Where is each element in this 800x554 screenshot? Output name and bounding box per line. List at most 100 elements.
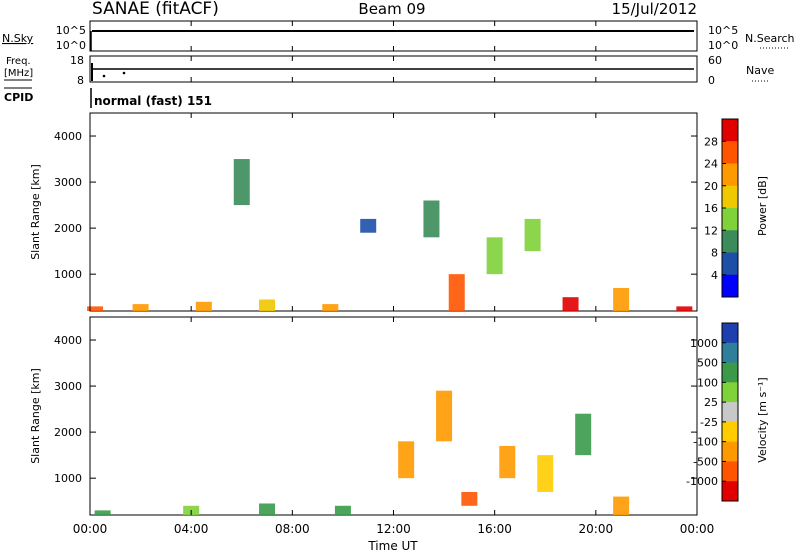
- colorbar-tick-label: 16: [704, 202, 718, 215]
- heatmap-cell: [562, 297, 579, 311]
- heatmap-cell: [195, 301, 212, 311]
- heatmap-cell: [461, 491, 478, 506]
- colorbar-tick-label: 12: [704, 224, 718, 237]
- y-tick-label: 2000: [54, 426, 82, 439]
- nave-tick-top: 60: [708, 54, 722, 67]
- colorbar-segment: [722, 323, 738, 344]
- y-tick-label: 2000: [54, 222, 82, 235]
- x-tick-label: 16:00: [477, 522, 512, 536]
- heatmap-cell: [423, 200, 440, 238]
- beam-title: Beam 09: [358, 0, 425, 18]
- nsearch-tick-top: 10^5: [708, 24, 738, 37]
- heatmap-cell: [676, 306, 693, 311]
- freq-outlier-1: [102, 74, 106, 78]
- heatmap-cell: [613, 496, 630, 515]
- colorbar-tick-label: 500: [697, 357, 718, 370]
- colorbar-tick-label: -25: [700, 416, 718, 429]
- heatmap-cell: [259, 299, 276, 311]
- heatmap-cell: [87, 306, 104, 311]
- colorbar-segment: [722, 342, 738, 364]
- time-x-axis: 00:00 04:00 08:00 12:00 16:00 20:00 00:00: [73, 21, 714, 536]
- x-tick-label: 00:00: [73, 522, 108, 536]
- nsky-tick-top: 10^5: [56, 24, 86, 37]
- freq-tick-bottom: 8: [77, 74, 84, 87]
- colorbar-segment: [722, 230, 738, 253]
- velocity-colorbar: 1000 500 100 25 -25 -100 -500 -1000: [686, 322, 739, 502]
- colorbar-tick-label: 8: [711, 247, 718, 260]
- heatmap-cell: [575, 413, 592, 456]
- colorbar-frame: [721, 322, 739, 502]
- colorbar-tick-label: -100: [693, 436, 718, 449]
- colorbar-segment: [722, 362, 738, 383]
- x-tick-label: 04:00: [174, 522, 209, 536]
- nave-label: Nave: [746, 64, 774, 77]
- colorbar-tick-label: -500: [693, 455, 718, 468]
- velocity-panel-frame: [89, 316, 698, 516]
- cpid-value: normal (fast) 151: [94, 94, 212, 108]
- colorbar-segment: [722, 208, 738, 231]
- heatmap-cell: [499, 445, 516, 479]
- freq-start-marker: [91, 63, 93, 81]
- colorbar-segment: [722, 481, 738, 502]
- power-colorbar-label: Power [dB]: [756, 176, 769, 236]
- y-tick-label: 3000: [54, 176, 82, 189]
- colorbar-segment: [722, 141, 738, 164]
- heatmap-cell: [613, 287, 630, 311]
- freq-label-line2: [MHz]: [4, 68, 33, 79]
- station-title: SANAE (fitACF): [92, 0, 219, 19]
- nsearch-label: N.Search: [745, 32, 795, 45]
- heatmap-cell: [436, 390, 453, 442]
- nsky-tick-bottom: 10^0: [56, 39, 86, 52]
- heatmap-cell: [259, 503, 276, 515]
- colorbar-segment: [722, 163, 738, 187]
- velocity-heatmap: [94, 390, 630, 515]
- colorbar-tick-label: 4: [711, 269, 718, 282]
- heatmap-cell: [486, 237, 503, 275]
- x-tick-label: 12:00: [376, 522, 411, 536]
- power-panel-frame: [89, 112, 698, 312]
- power-colorbar: 4 8 12 16 20 24 28: [704, 118, 739, 298]
- colorbar-tick-label: 20: [704, 180, 718, 193]
- colorbar-tick-label: 100: [697, 376, 718, 389]
- heatmap-cell: [398, 441, 415, 479]
- heatmap-cell: [448, 274, 465, 311]
- nsearch-tick-bottom: 10^0: [708, 39, 738, 52]
- y-tick-label: 1000: [54, 472, 82, 485]
- velocity-colorbar-label: Velocity [m s⁻¹]: [756, 377, 769, 462]
- heatmap-cell: [322, 304, 339, 311]
- power-ylabel: Slant Range [km]: [29, 164, 42, 260]
- colorbar-tick-label: 1000: [690, 337, 718, 350]
- heatmap-cell: [233, 159, 250, 206]
- nave-tick-bottom: 0: [708, 74, 715, 87]
- colorbar-segment: [722, 382, 738, 403]
- colorbar-segment: [722, 252, 738, 276]
- nsky-label: N.Sky: [2, 32, 34, 45]
- date-title: 15/Jul/2012: [612, 0, 697, 18]
- colorbar-tick-label: 24: [704, 158, 718, 171]
- colorbar-segment: [722, 402, 738, 423]
- colorbar-segment: [722, 461, 738, 482]
- colorbar-tick-label: 25: [704, 396, 718, 409]
- colorbar-tick-label: -1000: [686, 475, 718, 488]
- y-tick-label: 4000: [54, 334, 82, 347]
- heatmap-cell: [334, 505, 351, 515]
- heatmap-cell: [360, 218, 377, 233]
- velocity-y-axis: 1000 2000 3000 4000: [54, 334, 697, 485]
- x-tick-label: 08:00: [275, 522, 310, 536]
- colorbar-tick-label: 28: [704, 135, 718, 148]
- freq-label-line1: Freq.: [6, 56, 31, 67]
- time-axis-label: Time UT: [367, 539, 418, 553]
- colorbar-segment: [722, 119, 738, 142]
- velocity-ylabel: Slant Range [km]: [29, 368, 42, 464]
- y-tick-label: 1000: [54, 268, 82, 281]
- freq-outlier-2: [122, 71, 126, 75]
- heatmap-cell: [94, 510, 111, 515]
- y-tick-label: 3000: [54, 380, 82, 393]
- freq-tick-top: 18: [70, 54, 84, 67]
- colorbar-segment: [722, 421, 738, 443]
- colorbar-segment: [722, 441, 738, 462]
- colorbar-segment: [722, 185, 738, 209]
- heatmap-cell: [524, 218, 541, 252]
- colorbar-segment: [722, 274, 738, 298]
